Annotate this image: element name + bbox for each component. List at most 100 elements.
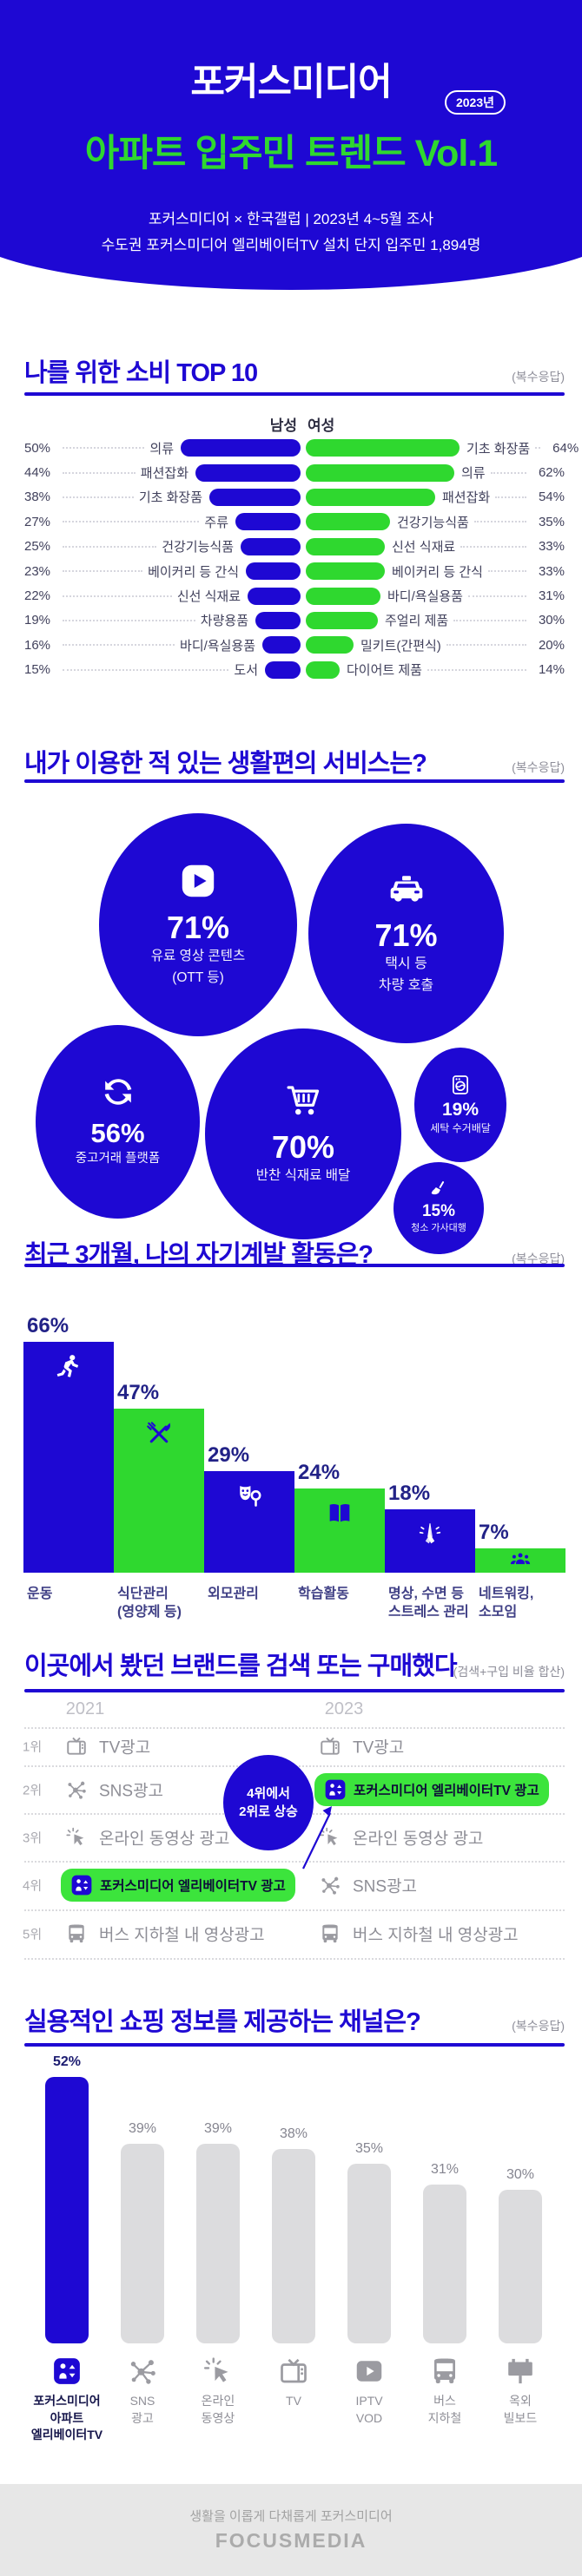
book-icon: [325, 1499, 354, 1528]
male-value: 15%: [24, 662, 51, 678]
rank-row: 5위 버스 지하철 내 영상광고 버스 지하철 내 영상광고: [0, 1915, 582, 1953]
rank-up-arrow-icon: [302, 1806, 332, 1870]
leader-line: [63, 595, 172, 597]
rank-up-callout: 4위에서 2위로 상승: [223, 1755, 314, 1850]
section-note-consumption: (복수응답): [512, 370, 565, 384]
male-value: 50%: [24, 440, 51, 456]
consumption-row: 16% 바디/욕실용품 밀키트(간편식) 20%: [0, 633, 582, 657]
channel-label: 버스: [433, 2394, 456, 2408]
rank-row: 4위 포커스미디어 엘리베이터TV 광고 SNS광고: [0, 1866, 582, 1904]
female-bar: [306, 636, 354, 654]
female-bar: [306, 463, 454, 482]
service-bubble: 56% 중고거래 플랫폼: [36, 1025, 200, 1219]
leader-line: [490, 471, 526, 474]
channel-bar: [499, 2190, 542, 2343]
female-category: 다이어트 제품: [347, 663, 422, 679]
male-value: 16%: [24, 637, 51, 653]
leader-line: [63, 496, 134, 498]
female-category: 바디/욕실용품: [387, 589, 463, 605]
channel-icon-wrap: [125, 2354, 160, 2389]
year-column-2023: 2023: [324, 1699, 364, 1718]
bus-icon: [65, 1922, 88, 1945]
cursor-icon: [65, 1826, 88, 1849]
female-value: 33%: [538, 563, 565, 579]
male-value: 44%: [24, 465, 51, 481]
activity-value: 47%: [117, 1381, 160, 1404]
female-value: 20%: [538, 637, 565, 653]
rank-item-label: 포커스미디어 엘리베이터TV 광고: [354, 1783, 539, 1798]
activity-category: 학습활동: [298, 1587, 349, 1601]
service-label: 차량 호출: [378, 977, 434, 993]
female-bar: [306, 537, 385, 555]
rank-item-label: 온라인 동영상 광고: [99, 1830, 230, 1848]
female-category: 신선 식재료: [392, 540, 456, 555]
section-title-brand: 이곳에서 봤던 브랜드를 검색 또는 구매했다: [24, 1653, 458, 1680]
male-bar: [181, 439, 301, 457]
channel-label: 빌보드: [503, 2410, 538, 2425]
female-side: 밀키트(간편식) 20%: [306, 633, 565, 657]
female-value: 64%: [552, 440, 579, 456]
channel-value: 52%: [52, 2054, 82, 2069]
elevator-icon: [52, 2356, 82, 2386]
male-value: 27%: [24, 514, 51, 529]
male-category: 건강기능식품: [162, 540, 234, 555]
male-value: 19%: [24, 613, 51, 628]
leader-line: [63, 570, 143, 573]
channel-bar: [45, 2077, 89, 2343]
page-title: 아파트 입주민 트렌드 Vol.1: [84, 133, 498, 174]
male-bar: [255, 611, 301, 629]
activity-icon-wrap: [114, 1419, 204, 1449]
rank-item-label: TV광고: [99, 1738, 151, 1758]
consumption-row: 15% 도서 다이어트 제품 14%: [0, 658, 582, 682]
male-bar: [248, 587, 301, 605]
female-side: 의류 62%: [306, 460, 565, 484]
male-bar: [209, 488, 301, 506]
male-side: 27% 주류: [24, 509, 301, 534]
male-bar: [241, 537, 301, 555]
activity-icon-wrap: [294, 1499, 385, 1528]
section-rule: [24, 1689, 565, 1692]
service-value: 71%: [166, 910, 230, 946]
female-side: 바디/욕실용품 31%: [306, 583, 565, 608]
female-side: 베이커리 등 간식 33%: [306, 559, 565, 583]
cursor-icon: [319, 1826, 341, 1849]
male-value: 38%: [24, 490, 51, 505]
activity-category: 식단관리: [117, 1587, 169, 1601]
callout-line2: 2위로 상승: [239, 1804, 298, 1819]
service-value: 19%: [441, 1099, 479, 1120]
female-value: 30%: [538, 613, 565, 628]
section-title-services: 내가 이용한 적 있는 생활편의 서비스는?: [24, 750, 427, 778]
male-value: 23%: [24, 563, 51, 579]
channel-value: 30%: [506, 2167, 535, 2182]
activity-value: 18%: [388, 1482, 431, 1505]
service-value: 56%: [90, 1118, 145, 1149]
consumption-row: 27% 주류 건강기능식품 35%: [0, 509, 582, 534]
year-badge: 2023년: [444, 90, 506, 115]
year-column-2021: 2021: [65, 1699, 105, 1718]
channel-label: VOD: [355, 2410, 383, 2425]
male-category: 신선 식재료: [176, 589, 241, 605]
channel-icon-wrap: [201, 2354, 235, 2389]
channel-bar: [272, 2149, 315, 2343]
channel-bar: [196, 2144, 240, 2343]
section-rule: [24, 2043, 565, 2047]
service-bubble: 71% 유료 영상 콘텐츠 (OTT 등): [99, 813, 297, 1036]
rank-icon-cell: [318, 1922, 342, 1945]
rank-number: 1위: [23, 1739, 43, 1755]
activity-bar: [23, 1342, 114, 1573]
broom-icon: [429, 1180, 448, 1199]
male-bar: [262, 636, 301, 654]
elevator-icon: [70, 1874, 93, 1896]
consumption-row: 38% 기초 화장품 패션잡화 54%: [0, 485, 582, 509]
service-label: 청소 가사대행: [411, 1223, 466, 1234]
channel-icon-wrap: [50, 2354, 84, 2389]
rank-row: 3위 온라인 동영상 광고 온라인 동영상 광고: [0, 1818, 582, 1856]
male-value: 22%: [24, 588, 51, 604]
channel-icon-wrap: [352, 2354, 387, 2389]
brand-title: 포커스미디어: [190, 62, 392, 103]
female-side: 신선 식재료 33%: [306, 535, 565, 559]
tv-icon: [65, 1735, 88, 1758]
service-value: 15%: [421, 1202, 456, 1221]
rank-number: 2위: [23, 1783, 43, 1797]
female-side: 다이어트 제품 14%: [306, 658, 565, 682]
